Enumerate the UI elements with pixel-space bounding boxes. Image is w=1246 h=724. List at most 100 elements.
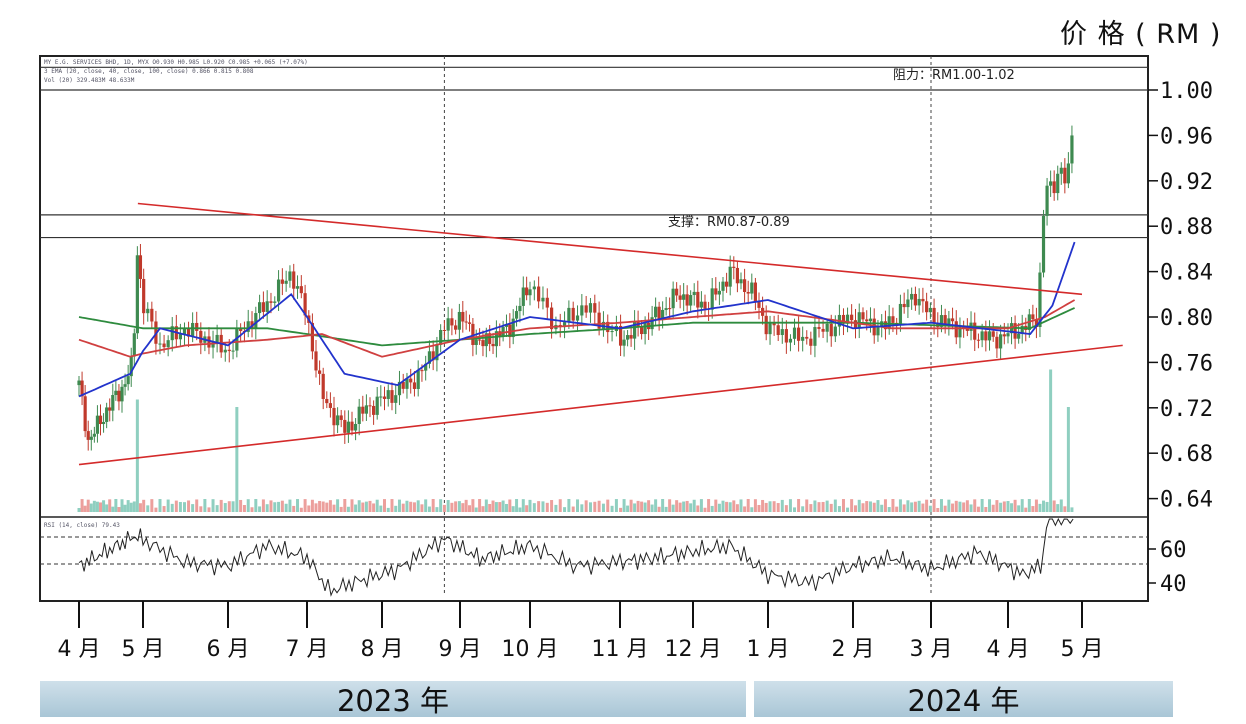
candle-body (435, 344, 439, 361)
volume-bar (394, 505, 398, 512)
candle-body (954, 321, 958, 338)
volume-bar (227, 501, 231, 512)
candle-body (657, 306, 661, 320)
candle-body (488, 333, 492, 344)
volume-bar (129, 502, 133, 512)
candle-body (386, 390, 390, 399)
candle-body (117, 390, 121, 402)
candle-body (332, 407, 336, 426)
candle-body (625, 335, 630, 340)
candle-body (346, 421, 350, 433)
candle-body (166, 340, 170, 348)
candle-body (610, 331, 614, 333)
volume-bar (780, 499, 784, 512)
candle-body (593, 303, 597, 313)
volume-bar (375, 499, 379, 512)
y-tick-label: 0.68 (1160, 442, 1213, 467)
candle-body (768, 322, 772, 335)
candle-body (788, 338, 793, 343)
candle-body (537, 286, 541, 302)
volume-bar (735, 504, 739, 512)
volume-bar (584, 500, 588, 512)
candle-body (397, 381, 402, 396)
candle-body (354, 423, 358, 431)
volume-bar (995, 500, 999, 512)
volume-bar (1056, 504, 1060, 512)
volume-bar (537, 501, 541, 512)
candle-body (950, 318, 955, 322)
volume-bar (1034, 499, 1038, 512)
candle-body (958, 325, 962, 338)
candle-body (654, 306, 658, 318)
candle-body (525, 287, 529, 296)
volume-bar (895, 506, 899, 512)
volume-bar (494, 502, 498, 512)
candle-body (876, 326, 880, 336)
volume-bar (242, 505, 246, 512)
candle-body (910, 293, 914, 300)
candle-body (77, 380, 81, 386)
candle-body (450, 318, 454, 326)
volume-bar (361, 502, 365, 512)
x-tick-label: 11 月 (592, 637, 649, 662)
volume-bar (498, 502, 502, 512)
ema-fast-line (78, 241, 1076, 398)
y-tick-label: 0.76 (1160, 351, 1213, 376)
volume-bar (728, 502, 732, 512)
volume-bar (880, 504, 884, 512)
candle-body (976, 339, 981, 341)
volume-bar (158, 499, 162, 512)
volume-bar (657, 506, 661, 512)
candle-body (1049, 181, 1053, 186)
y-tick-label: 0.88 (1160, 215, 1213, 240)
candle-body (126, 376, 130, 385)
volume-bar (597, 500, 601, 512)
volume-bar (105, 504, 109, 512)
volume-bar (917, 500, 921, 512)
volume-bar (580, 504, 584, 512)
volume-bar (354, 504, 358, 512)
volume-bar (939, 499, 943, 512)
x-tick-label: 2 月 (832, 637, 875, 662)
candle-body (186, 328, 191, 337)
candle-body (797, 327, 801, 341)
volume-bar (675, 500, 679, 512)
volume-bars (77, 369, 1074, 512)
candle-body (721, 281, 725, 291)
candle-body (284, 280, 288, 284)
candle-body (1059, 167, 1063, 174)
volume-bar (664, 506, 668, 512)
volume-bar (310, 499, 314, 512)
volume-bar (906, 500, 910, 512)
candle-body (382, 396, 387, 399)
volume-bar (525, 505, 529, 512)
candle-body (158, 343, 162, 345)
candle-body (361, 406, 365, 414)
x-tick-label: 5 月 (1061, 637, 1104, 662)
candle-body (511, 318, 515, 338)
x-tick-label: 5 月 (122, 637, 165, 662)
volume-bar (913, 501, 917, 512)
candle-body (664, 308, 668, 310)
candle-body (661, 309, 665, 320)
volume-bar (883, 499, 887, 512)
candle-body (813, 327, 817, 346)
candle-body (776, 325, 780, 336)
header-info: MY E.G. SERVICES BHD, 1D, MYX O0.930 H0.… (44, 59, 308, 84)
volume-bar (643, 502, 647, 512)
volume-bar (921, 503, 925, 512)
x-axis: 4 月 5 月 6 月 7 月 8 月 9 月 10 月 11 月 12 月 1 月 2 月 3 月 4… (58, 601, 1104, 662)
candle-body (321, 373, 325, 399)
ema-lines (78, 241, 1076, 398)
candle-body (394, 395, 398, 403)
x-tick-label: 3 月 (910, 637, 953, 662)
candle-body (478, 339, 482, 341)
volume-bar (764, 502, 768, 512)
volume-bar (420, 504, 424, 512)
y-tick-label: 0.64 (1160, 488, 1213, 513)
volume-bar (478, 499, 482, 512)
candle-body (792, 327, 797, 339)
candle-body (379, 396, 383, 398)
candle-body (925, 301, 929, 313)
candle-body (439, 329, 443, 345)
